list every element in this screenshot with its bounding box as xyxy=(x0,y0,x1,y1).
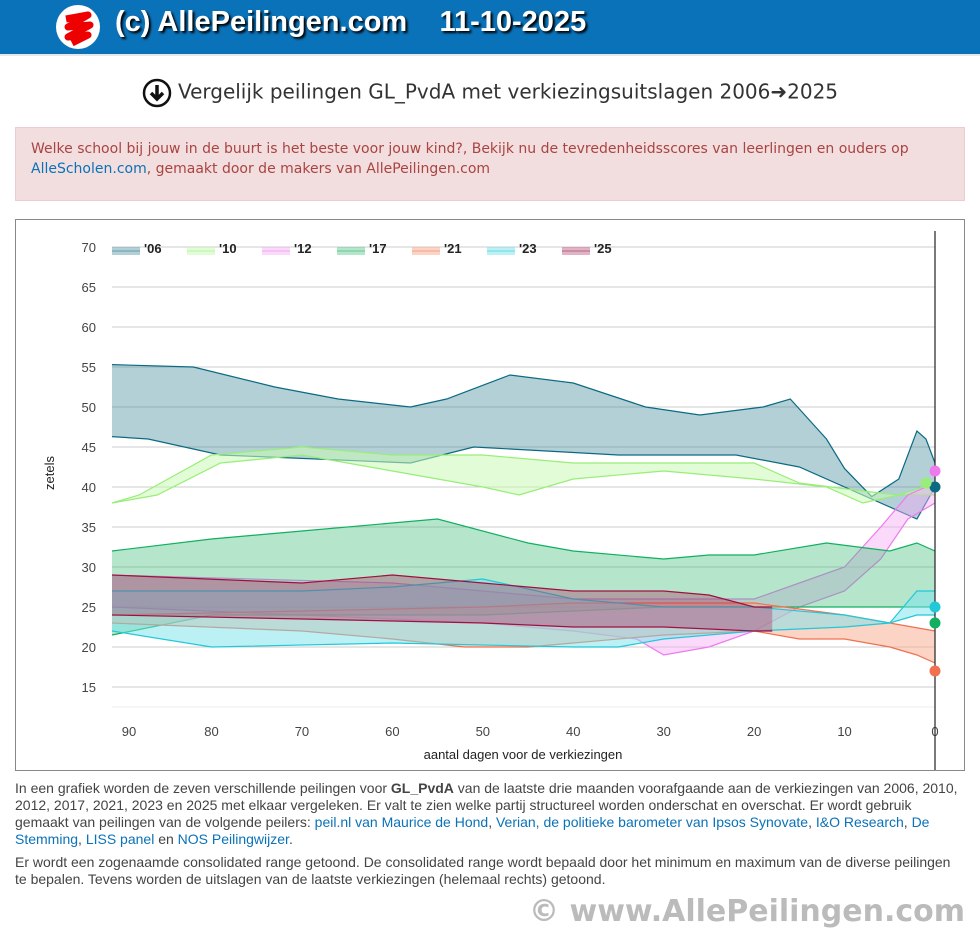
legend-label: '06 xyxy=(144,241,162,256)
poll-comparison-chart: 70 65 60 55 50 45 40 35 30 25 20 15 90 80 70 60 50 40 30 20… xyxy=(42,231,941,770)
x-tick-label: 70 xyxy=(295,724,309,739)
x-axis-label: aantal dagen voor de verkiezingen xyxy=(424,747,623,762)
x-tick-label: 30 xyxy=(656,724,670,739)
download-icon[interactable] xyxy=(142,78,172,108)
sep: en xyxy=(154,831,178,847)
legend-label: '17 xyxy=(369,241,387,256)
pollster-link[interactable]: Verian, de politieke barometer van Ipsos… xyxy=(495,814,809,830)
legend-label: '23 xyxy=(519,241,537,256)
desc-text: In een grafiek worden de zeven verschill… xyxy=(15,780,391,796)
pollster-link[interactable]: De Stemming xyxy=(15,814,930,847)
site-name: (c) AllePeilingen.com xyxy=(115,6,408,38)
y-tick-label: 30 xyxy=(82,560,96,575)
page-title: Vergelijk peilingen GL_PvdA met verkiezi… xyxy=(0,78,980,108)
band-25 xyxy=(112,575,773,631)
x-tick-label: 50 xyxy=(476,724,490,739)
x-tick-label: 20 xyxy=(747,724,761,739)
header-date: 11-10-2025 xyxy=(439,6,587,38)
band-top-line xyxy=(111,364,936,498)
y-tick-label: 15 xyxy=(82,680,96,695)
x-tick-label: 10 xyxy=(837,724,851,739)
y-tick-label: 20 xyxy=(82,640,96,655)
sep: , xyxy=(903,814,912,830)
page-title-text: Vergelijk peilingen GL_PvdA met verkiezi… xyxy=(177,79,839,104)
x-tick-label: 80 xyxy=(204,724,218,739)
lower-section: In een grafiek worden de zeven verschill… xyxy=(15,780,965,934)
result-dot-06 xyxy=(929,481,941,493)
logo-scribble-icon xyxy=(64,11,94,47)
band-bottom-line xyxy=(111,614,773,632)
band-bottom-line xyxy=(111,614,935,648)
result-dot-21 xyxy=(929,665,941,677)
ad-alert: Welke school bij jouw in de buurt is het… xyxy=(15,127,965,201)
y-axis-label: zetels xyxy=(42,456,57,490)
description: In een grafiek worden de zeven verschill… xyxy=(15,780,965,888)
pollster-link[interactable]: I&O Research xyxy=(815,814,904,830)
x-tick-label: 40 xyxy=(566,724,580,739)
header-bar: (c) AllePeilingen.com 11-10-2025 xyxy=(0,0,980,56)
band-06 xyxy=(112,364,935,519)
sep: . xyxy=(288,831,293,847)
sep: , xyxy=(808,814,816,830)
pollster-link[interactable]: peil.nl van Maurice de Hond xyxy=(314,814,489,830)
band-top-line xyxy=(111,518,936,560)
pollster-link[interactable]: LISS panel xyxy=(85,831,155,847)
chart-container: 70 65 60 55 50 45 40 35 30 25 20 15 90 80 70 60 50 40 30 20… xyxy=(15,219,965,771)
y-tick-label: 60 xyxy=(82,320,96,335)
desc-text: van de laatste drie maanden voorafgaande… xyxy=(15,780,958,830)
band-10 xyxy=(112,447,935,503)
legend-label: '12 xyxy=(294,241,312,256)
band-top-line xyxy=(112,578,935,624)
result-dot-10 xyxy=(920,477,932,489)
result-dot-12 xyxy=(929,465,941,477)
band-top-line xyxy=(111,446,936,504)
result-dot-17 xyxy=(929,617,941,629)
x-tick-label: 90 xyxy=(122,724,136,739)
header-title: (c) AllePeilingen.com 11-10-2025 xyxy=(115,6,586,39)
site-logo[interactable] xyxy=(56,5,100,49)
desc-text-2: Er wordt een zogenaamde consolidated ran… xyxy=(15,854,951,887)
legend-label: '25 xyxy=(594,241,612,256)
legend-label: '10 xyxy=(219,241,237,256)
allescholen-link[interactable]: AlleScholen.com xyxy=(31,161,147,177)
sep: , xyxy=(488,814,496,830)
y-tick-label: 35 xyxy=(82,520,96,535)
band-bottom-line xyxy=(111,454,935,504)
footer-watermark: © www.AllePeilingen.com xyxy=(529,894,965,929)
y-tick-label: 40 xyxy=(82,480,96,495)
y-tick-label: 55 xyxy=(82,360,96,375)
x-tick-label: 60 xyxy=(385,724,399,739)
result-dot-23 xyxy=(929,601,941,613)
alert-text-2: , gemaakt door de makers van AllePeiling… xyxy=(146,161,491,177)
legend-label: '21 xyxy=(444,241,462,256)
party-name: GL_PvdA xyxy=(390,780,454,796)
band-top-line xyxy=(111,574,773,608)
pollster-link[interactable]: NOS Peilingwijzer xyxy=(177,831,289,847)
y-tick-label: 65 xyxy=(82,280,96,295)
y-tick-label: 70 xyxy=(82,240,96,255)
y-tick-label: 45 xyxy=(82,440,96,455)
sep: , xyxy=(78,831,86,847)
alert-text: Welke school bij jouw in de buurt is het… xyxy=(31,141,909,157)
y-tick-label: 25 xyxy=(82,600,96,615)
y-tick-label: 50 xyxy=(82,400,96,415)
